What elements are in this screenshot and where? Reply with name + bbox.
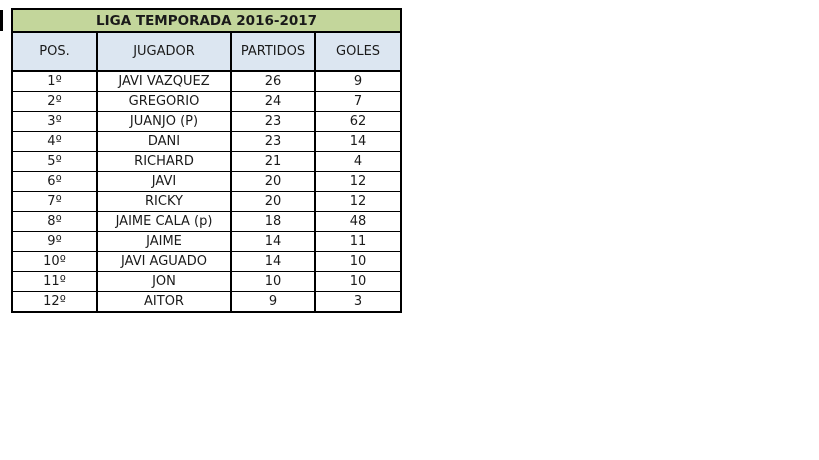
table-row: 8º JAIME CALA (p) 18 48 — [11, 211, 403, 232]
cell-jugador: DANI — [96, 131, 232, 152]
cell-jugador: JAVI VAZQUEZ — [96, 70, 232, 92]
cell-partidos: 18 — [230, 211, 316, 232]
table-row: 1º JAVI VAZQUEZ 26 9 — [11, 70, 403, 92]
table-title: LIGA TEMPORADA 2016-2017 — [10, 8, 403, 33]
cell-pos: 8º — [11, 211, 98, 232]
cell-goles: 10 — [313, 251, 403, 272]
cell-partidos: 14 — [230, 251, 316, 272]
cell-jugador: JUANJO (P) — [96, 111, 232, 132]
cell-partidos: 23 — [230, 131, 316, 152]
cell-goles: 12 — [313, 191, 403, 212]
cell-partidos: 14 — [230, 231, 316, 252]
cell-goles: 62 — [313, 111, 403, 132]
cell-jugador: JAVI — [96, 171, 232, 192]
cell-partidos: 20 — [230, 191, 316, 212]
cell-partidos: 23 — [230, 111, 316, 132]
cell-pos: 9º — [11, 231, 98, 252]
liga-temporada-table: LIGA TEMPORADA 2016-2017 POS. JUGADOR PA… — [10, 8, 403, 313]
column-header-goles: GOLES — [313, 32, 403, 72]
table-row: 12º AITOR 9 3 — [11, 291, 403, 313]
cell-jugador: AITOR — [96, 291, 232, 313]
table-row: 2º GREGORIO 24 7 — [11, 91, 403, 112]
cell-pos: 5º — [11, 151, 98, 172]
cell-jugador: GREGORIO — [96, 91, 232, 112]
cell-jugador: JAVI AGUADO — [96, 251, 232, 272]
cell-pos: 3º — [11, 111, 98, 132]
cell-pos: 11º — [11, 271, 98, 292]
cell-jugador: RICKY — [96, 191, 232, 212]
cell-partidos: 9 — [230, 291, 316, 313]
cell-pos: 4º — [11, 131, 98, 152]
cell-jugador: JAIME — [96, 231, 232, 252]
cell-partidos: 24 — [230, 91, 316, 112]
table-row: 10º JAVI AGUADO 14 10 — [11, 251, 403, 272]
table-row: 4º DANI 23 14 — [11, 131, 403, 152]
cell-jugador: JAIME CALA (p) — [96, 211, 232, 232]
cell-pos: 7º — [11, 191, 98, 212]
cell-jugador: JON — [96, 271, 232, 292]
column-header-jugador: JUGADOR — [96, 32, 232, 72]
cell-goles: 12 — [313, 171, 403, 192]
table-row: 3º JUANJO (P) 23 62 — [11, 111, 403, 132]
column-header-partidos: PARTIDOS — [230, 32, 316, 72]
cell-pos: 6º — [11, 171, 98, 192]
cell-goles: 4 — [313, 151, 403, 172]
cell-goles: 7 — [313, 91, 403, 112]
cell-partidos: 10 — [230, 271, 316, 292]
cropped-adjacent-border — [0, 10, 3, 31]
cell-pos: 10º — [11, 251, 98, 272]
header-row: POS. JUGADOR PARTIDOS GOLES — [11, 32, 403, 72]
cell-partidos: 20 — [230, 171, 316, 192]
cell-partidos: 26 — [230, 70, 316, 92]
cell-goles: 9 — [313, 70, 403, 92]
table-row: 11º JON 10 10 — [11, 271, 403, 292]
column-header-pos: POS. — [11, 32, 98, 72]
table-row: 9º JAIME 14 11 — [11, 231, 403, 252]
cell-jugador: RICHARD — [96, 151, 232, 172]
cell-goles: 48 — [313, 211, 403, 232]
table-row: 6º JAVI 20 12 — [11, 171, 403, 192]
table-row: 7º RICKY 20 12 — [11, 191, 403, 212]
cell-goles: 14 — [313, 131, 403, 152]
cell-pos: 2º — [11, 91, 98, 112]
table-row: 5º RICHARD 21 4 — [11, 151, 403, 172]
cell-goles: 10 — [313, 271, 403, 292]
cell-partidos: 21 — [230, 151, 316, 172]
title-row: LIGA TEMPORADA 2016-2017 — [10, 8, 403, 33]
cell-pos: 12º — [11, 291, 98, 313]
cell-goles: 3 — [313, 291, 403, 313]
cell-pos: 1º — [11, 70, 98, 92]
cell-goles: 11 — [313, 231, 403, 252]
